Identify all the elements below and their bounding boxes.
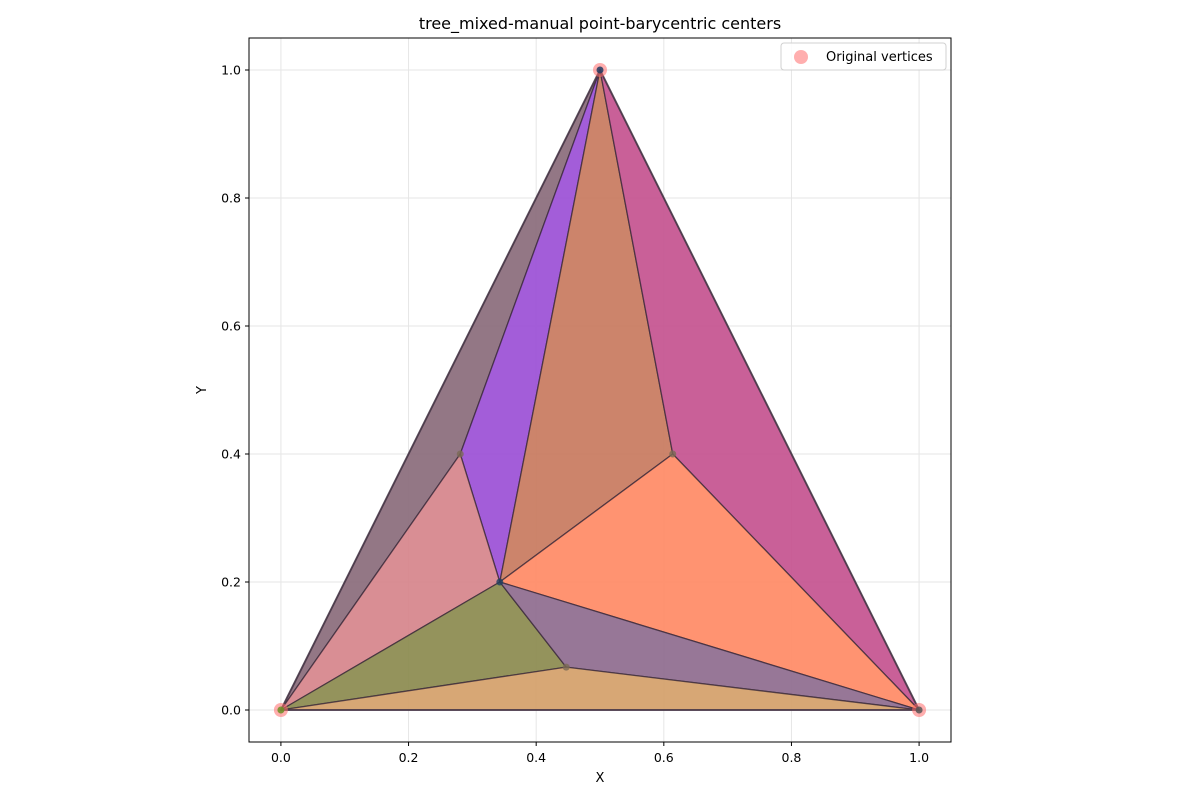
y-tick-label: 0.2 xyxy=(221,575,241,590)
chart-title: tree_mixed-manual point-barycentric cent… xyxy=(419,14,781,34)
interior-point xyxy=(669,450,677,458)
legend-box xyxy=(780,42,947,71)
y-tick-label: 0.0 xyxy=(221,703,241,718)
legend: Original vertices xyxy=(780,42,947,71)
x-tick-label: 0.0 xyxy=(271,750,291,765)
interior-point xyxy=(456,450,464,458)
vertex-center-dot xyxy=(915,706,923,714)
y-tick-label: 0.4 xyxy=(221,447,241,462)
interior-point xyxy=(496,578,504,586)
x-tick-label: 0.4 xyxy=(526,750,546,765)
ticks: 0.0 0.2 0.4 0.6 0.8 1.0 0.0 0.2 0.4 0.6 0.8 1.0 xyxy=(221,63,929,766)
y-axis-label: Y xyxy=(195,386,210,395)
plot-frame xyxy=(248,37,952,743)
regions xyxy=(279,69,921,711)
y-tick-label: 1.0 xyxy=(221,63,241,78)
legend-marker xyxy=(794,50,808,64)
vertex-center-dot xyxy=(277,706,285,714)
legend-label: Original vertices xyxy=(826,50,933,65)
interior-point xyxy=(562,663,570,671)
y-tick-label: 0.8 xyxy=(221,191,241,206)
x-tick-label: 0.6 xyxy=(654,750,674,765)
outer-triangle xyxy=(279,69,921,711)
points xyxy=(273,63,927,717)
y-tick-label: 0.6 xyxy=(221,319,241,334)
x-tick-label: 1.0 xyxy=(909,750,929,765)
x-tick-label: 0.2 xyxy=(399,750,419,765)
vertex-center-dot xyxy=(596,66,604,74)
x-axis-label: X xyxy=(596,771,605,786)
x-tick-label: 0.8 xyxy=(782,750,802,765)
